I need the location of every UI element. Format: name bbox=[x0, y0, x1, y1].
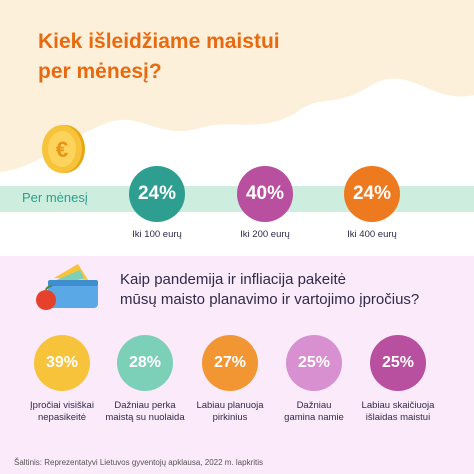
habit-caption-unchanged: Įpročiai visiškai nepasikeitė bbox=[30, 400, 94, 423]
title-line-2: per mėnesį? bbox=[38, 60, 162, 83]
habit-badge-cook-home: 25% bbox=[286, 335, 342, 391]
habit-badge-unchanged: 39% bbox=[34, 335, 90, 391]
habit-badge-discount: 28% bbox=[117, 335, 173, 391]
monthly-caption-200: Iki 200 eurų bbox=[240, 229, 290, 240]
habit-caption-discount: Dažniau perka maistą su nuolaida bbox=[105, 400, 185, 423]
habit-caption-cook-home: Dažniau gamina namie bbox=[284, 400, 344, 423]
monthly-caption-100: Iki 100 eurų bbox=[132, 229, 182, 240]
habits-title-line-1: Kaip pandemija ir infliacija pakeitė bbox=[120, 271, 346, 288]
top-background-wave bbox=[0, 0, 474, 172]
source-note: Šaltinis: Reprezentatyvi Lietuvos gyvent… bbox=[14, 458, 264, 467]
euro-coin-icon: € bbox=[42, 125, 85, 173]
habit-badge-budget: 25% bbox=[370, 335, 426, 391]
monthly-badge-400: 24% bbox=[344, 166, 400, 222]
habit-caption-planning: Labiau planuoja pirkinius bbox=[196, 400, 264, 423]
page-title: Kiek išleidžiame maistui per mėnesį? bbox=[38, 27, 338, 87]
svg-text:€: € bbox=[56, 137, 68, 162]
monthly-label: Per mėnesį bbox=[22, 190, 88, 205]
lunchbox-icon bbox=[36, 264, 98, 310]
habit-badge-planning: 27% bbox=[202, 335, 258, 391]
habits-title: Kaip pandemija ir infliacija pakeitė mūs… bbox=[120, 270, 450, 310]
monthly-badge-200: 40% bbox=[237, 166, 293, 222]
habits-title-line-2: mūsų maisto planavimo ir vartojimo įproč… bbox=[120, 291, 420, 308]
monthly-caption-400: Iki 400 eurų bbox=[347, 229, 397, 240]
monthly-badge-100: 24% bbox=[129, 166, 185, 222]
habit-caption-budget: Labiau skaičiuoja išlaidas maistui bbox=[361, 400, 435, 423]
title-line-1: Kiek išleidžiame maistui bbox=[38, 30, 280, 53]
